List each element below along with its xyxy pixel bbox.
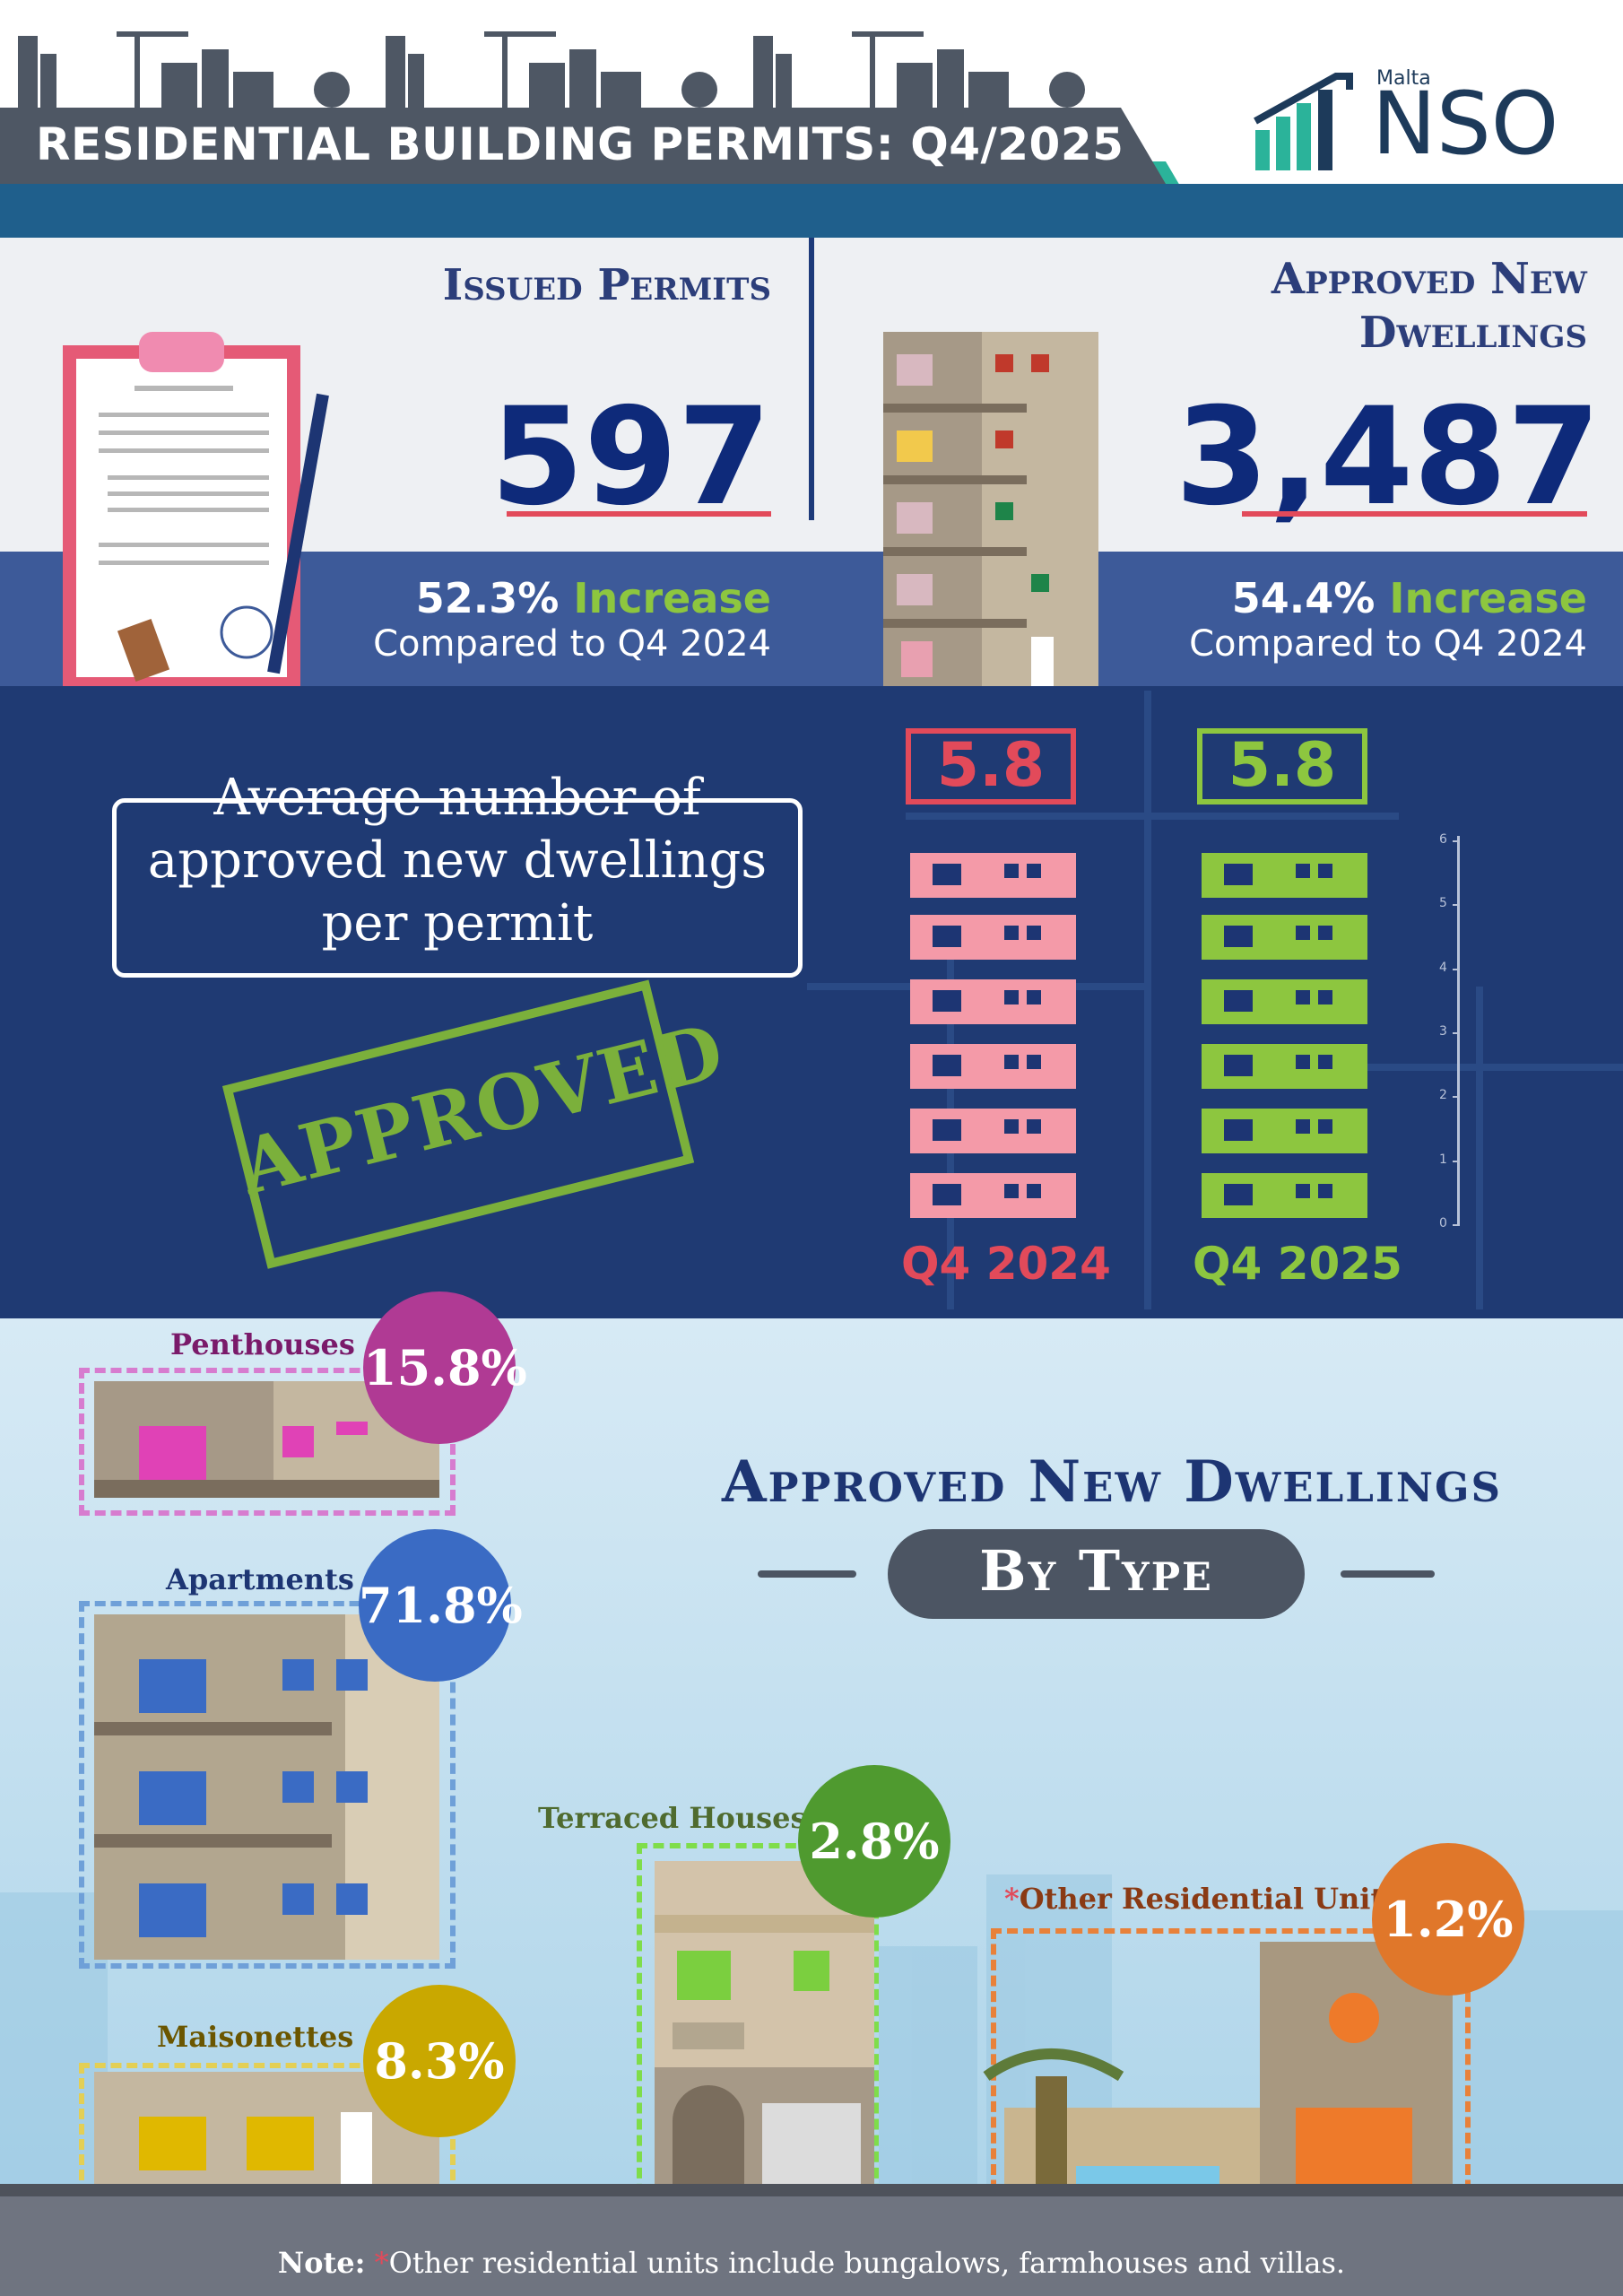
y-axis-tick-mark: [1453, 1032, 1460, 1034]
ground: [0, 2184, 1623, 2296]
chart-bar-floor: [1202, 1173, 1367, 1218]
apartments-box: [79, 1601, 456, 1969]
terraced-houses-pct-circle: 2.8%: [798, 1765, 950, 1918]
y-axis-tick-mark: [1453, 1224, 1460, 1226]
issued-permits-value: 597: [490, 379, 771, 535]
logo-country: Malta: [1376, 67, 1431, 90]
chart-bar-floor: [1202, 979, 1367, 1024]
bar-chart-logo-icon: [1254, 73, 1353, 170]
chart-bar-floor: [1202, 1109, 1367, 1153]
y-axis-tick-label: 1: [1439, 1152, 1447, 1167]
apartments-pct-circle: 71.8%: [359, 1529, 523, 1682]
apartment-building-icon: [883, 332, 1098, 686]
y-axis-tick-label: 4: [1439, 960, 1447, 975]
other-units-pct-circle: 1.2%: [1372, 1843, 1524, 1996]
y-axis-tick-mark: [1453, 904, 1460, 907]
issued-comparison: Compared to Q4 2024: [373, 623, 771, 665]
issued-underline: [507, 511, 771, 517]
footnote: Note: *Other residential units include b…: [0, 2246, 1623, 2280]
issued-change: 52.3% Increase: [296, 574, 771, 622]
y-axis-line: [1457, 836, 1460, 1226]
penthouse-icon: [94, 1381, 439, 1498]
maisonettes-label: Maisonettes: [157, 2020, 354, 2054]
note-prefix: Note:: [277, 2246, 366, 2280]
skyline-illustration: [18, 31, 1085, 108]
terraced-houses-label: Terraced Houses: [538, 1801, 807, 1835]
title-bar: [0, 108, 1166, 184]
ground-edge: [0, 2184, 1623, 2196]
chart-bar-floor: [910, 1173, 1076, 1218]
issued-change-word: Increase: [573, 574, 771, 622]
q4-2024-value-label: 5.8: [906, 728, 1076, 804]
types-title: Approved New Dwellings: [721, 1448, 1502, 1516]
y-axis-tick-label: 0: [1439, 1216, 1447, 1231]
clipboard-icon: [63, 332, 329, 691]
approved-dwellings-value: 3,487: [1175, 379, 1601, 535]
chart-bar-floor: [910, 1044, 1076, 1089]
villa-icon: [983, 1942, 1453, 2193]
terraced-house-icon: [655, 1861, 874, 2197]
approved-dwellings-heading-2: Dwellings: [1358, 308, 1587, 358]
y-axis-tick-mark: [1453, 840, 1460, 842]
y-axis-tick-label: 2: [1439, 1088, 1447, 1103]
apartments-label: Apartments: [166, 1562, 354, 1596]
apartment-icon: [94, 1614, 439, 1960]
approved-underline: [1242, 511, 1587, 517]
other-units-label: *Other Residential Units: [1004, 1882, 1400, 1916]
y-axis-tick-mark: [1453, 1160, 1460, 1162]
note-star: *: [374, 2246, 389, 2280]
penthouses-label: Penthouses: [170, 1327, 355, 1361]
y-axis-tick-label: 3: [1439, 1024, 1447, 1039]
chart-bar-floor: [910, 979, 1076, 1024]
average-label-box: [112, 798, 803, 978]
approved-change-pct: 54.4%: [1231, 574, 1376, 622]
approved-change: 54.4% Increase: [1112, 574, 1587, 622]
approved-change-word: Increase: [1389, 574, 1587, 622]
y-axis-tick-mark: [1453, 1096, 1460, 1099]
chart-bar-floor: [1202, 915, 1367, 960]
approved-comparison: Compared to Q4 2024: [1189, 623, 1587, 665]
logo-name: NSO: [1372, 74, 1559, 174]
approved-dwellings-heading-1: Approved New: [1271, 254, 1587, 304]
issued-change-pct: 52.3%: [415, 574, 560, 622]
header-band: [0, 184, 1623, 238]
chart-bar-floor: [910, 1109, 1076, 1153]
note-text: Other residential units include bungalow…: [388, 2246, 1346, 2280]
section-divider: [809, 238, 814, 520]
y-axis-tick-label: 5: [1439, 896, 1447, 911]
other-units-label-text: Other Residential Units: [1019, 1882, 1401, 1916]
nso-logo: Malta NSO: [1251, 63, 1592, 179]
maisonettes-pct-circle: 8.3%: [363, 1985, 516, 2137]
q4-2025-value-label: 5.8: [1197, 728, 1367, 804]
other-units-star: *: [1004, 1882, 1020, 1916]
average-label: Average number of approved new dwellings…: [147, 769, 768, 952]
subtitle-line-right: [1341, 1570, 1435, 1578]
y-axis-tick-label: 6: [1439, 832, 1447, 847]
by-type-pill: [888, 1529, 1305, 1619]
chart-bar-floor: [1202, 1044, 1367, 1089]
y-axis-tick-mark: [1453, 968, 1460, 970]
chart-bar-floor: [910, 915, 1076, 960]
by-type-subtitle: By Type: [979, 1538, 1213, 1604]
subtitle-line-left: [758, 1570, 856, 1578]
q4-2024-label: Q4 2024: [901, 1238, 1111, 1290]
penthouses-pct-circle: 15.8%: [363, 1292, 527, 1444]
chart-bar-floor: [910, 853, 1076, 899]
issued-permits-heading: Issued Permits: [442, 260, 771, 310]
q4-2025-label: Q4 2025: [1193, 1238, 1402, 1290]
page-title: RESIDENTIAL BUILDING PERMITS: Q4/2025: [36, 118, 1124, 170]
chart-bar-floor: [1202, 853, 1367, 899]
